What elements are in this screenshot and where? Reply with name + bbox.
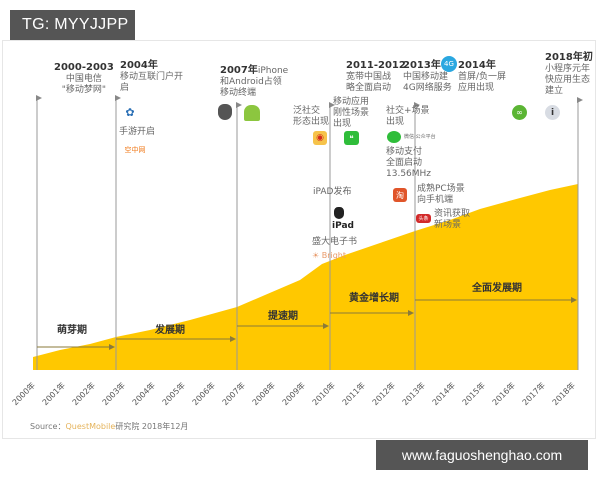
note-mobile-pay: 移动支付 全面启动 13.56MHz bbox=[386, 147, 432, 179]
toutiao-icon: 头条 bbox=[416, 214, 431, 223]
mini-program-icon: ∞ bbox=[512, 105, 527, 120]
watermark-bottom: www.faguoshenghao.com bbox=[376, 440, 588, 470]
quick-app-icon: i bbox=[545, 105, 560, 120]
4g-icon: 4G bbox=[441, 56, 457, 72]
event-2007: 2007年iPhone 和Android占领 移动终端 bbox=[220, 65, 289, 98]
source-note: Source：QuestMobile研究院 2018年12月 bbox=[30, 422, 189, 431]
ipad-label: iPad bbox=[332, 221, 354, 231]
phase-full-development: 全面发展期 bbox=[472, 283, 522, 294]
note-mobile-app: 移动应用 刚性场景 出现 bbox=[333, 97, 370, 129]
note-social-scene: 社交+场景 出现 bbox=[386, 106, 430, 127]
uc-browser-icon: ✿ bbox=[121, 103, 139, 121]
growth-area bbox=[33, 184, 578, 370]
event-2011-2012: 2011-2012 宽带中国战 略全面启动 bbox=[346, 60, 406, 93]
bright-logo: ☀ Bright bbox=[312, 251, 347, 260]
note-ipad-release: iPAD发布 bbox=[313, 187, 352, 197]
kongzhong-icon: 空中网 bbox=[120, 144, 150, 156]
note-pan-social: 泛社交 形态出现 bbox=[293, 106, 330, 127]
note-mobile-game: 手游开启 bbox=[119, 127, 156, 137]
weibo-icon: ◉ bbox=[313, 131, 327, 145]
event-2013: 2013年 中国移动建 4G网络服务 bbox=[403, 60, 452, 93]
ipad-apple-icon bbox=[334, 207, 344, 219]
note-pc-to-mobile: 成熟PC场景 向手机端 bbox=[417, 184, 465, 205]
note-ebook: 盛大电子书 bbox=[312, 237, 358, 247]
wechat-official-label: 微信·公众平台 bbox=[404, 134, 436, 140]
event-2014: 2014年 首屏/负一屏 应用出现 bbox=[458, 60, 507, 93]
wechat-official-icon bbox=[387, 131, 401, 143]
taobao-icon: 淘 bbox=[393, 188, 407, 202]
wechat-icon: ❝ bbox=[344, 131, 359, 145]
android-icon bbox=[244, 105, 260, 121]
phase-acceleration: 提速期 bbox=[268, 311, 298, 322]
phase-golden-growth: 黄金增长期 bbox=[349, 293, 399, 304]
apple-icon bbox=[218, 104, 232, 120]
event-2018: 2018年初 小程序元年 快应用生态 建立 bbox=[545, 52, 593, 96]
watermark-top: TG: MYYJJPP bbox=[10, 10, 135, 40]
event-2004: 2004年 移动互联门户开 启 bbox=[120, 60, 184, 93]
note-news: 资讯获取 新场景 bbox=[434, 209, 471, 230]
phase-development: 发展期 bbox=[155, 325, 185, 336]
event-2000-2003: 2000-2003 中国电信 "移动梦网" bbox=[54, 62, 114, 95]
phase-sprout: 萌芽期 bbox=[57, 325, 87, 336]
